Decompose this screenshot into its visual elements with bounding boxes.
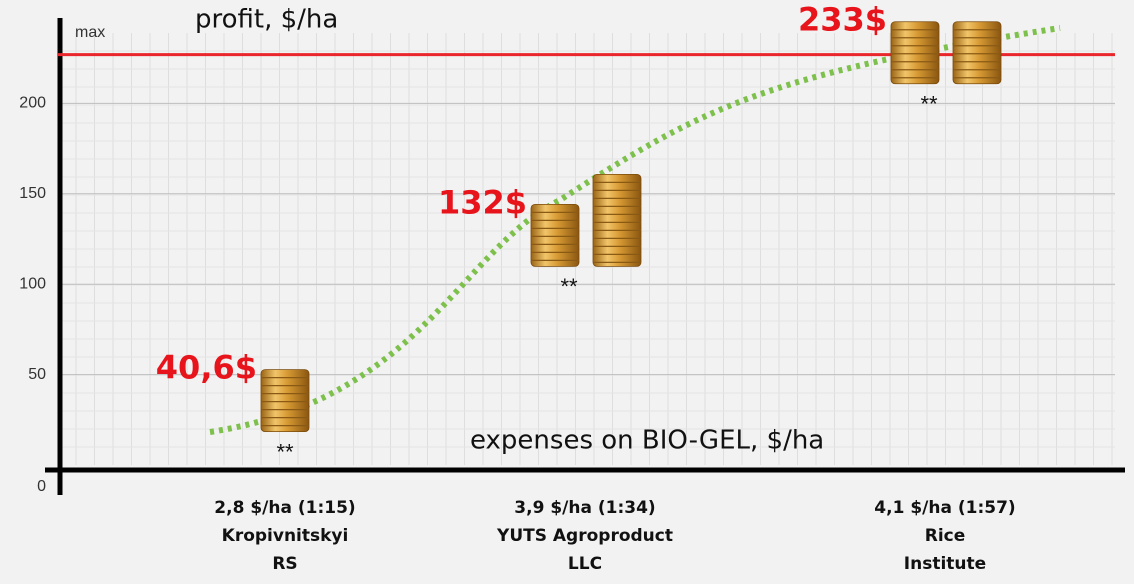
x-tick-label: YUTS Agroproduct bbox=[496, 526, 673, 546]
value-label: 40,6$ bbox=[156, 349, 257, 387]
coin-mark bbox=[261, 370, 309, 432]
x-tick-label: 4,1 $/ha (1:57) bbox=[874, 498, 1015, 518]
coin-stack bbox=[531, 204, 579, 266]
chart: profit, $/ha expenses on BIO-GEL, $/ha 0… bbox=[0, 0, 1134, 584]
note: ** bbox=[920, 92, 938, 117]
x-tick-label: LLC bbox=[568, 554, 602, 574]
coin-mark bbox=[531, 174, 641, 266]
coin-stack bbox=[953, 22, 1001, 84]
page: body { margin: 0; width: 1134px; height:… bbox=[0, 0, 1134, 584]
note: ** bbox=[276, 439, 294, 464]
note: ** bbox=[560, 274, 578, 299]
x-tick-label: Institute bbox=[904, 554, 986, 574]
y-tick-label: 200 bbox=[19, 95, 46, 112]
x-axis-title: expenses on BIO-GEL, $/ha bbox=[470, 426, 824, 456]
coin-stack bbox=[593, 174, 641, 266]
y-tick-label: 50 bbox=[28, 366, 46, 383]
y-tick-label: 0 bbox=[37, 478, 46, 495]
y-axis-title: profit, $/ha bbox=[195, 5, 338, 35]
x-tick-label: 3,9 $/ha (1:34) bbox=[514, 498, 655, 518]
coin-stack bbox=[891, 22, 939, 84]
coin-stack bbox=[261, 370, 309, 432]
x-tick-label: Kropivnitskyi bbox=[222, 526, 349, 546]
grid bbox=[58, 33, 1115, 465]
max-label: max bbox=[75, 24, 105, 41]
value-label: 233$ bbox=[798, 1, 887, 39]
x-tick-label: Rice bbox=[925, 526, 966, 546]
y-tick-label: 150 bbox=[19, 185, 46, 202]
body: {"chart_data": {"type": "coins", "y_labe… bbox=[0, 0, 1134, 584]
value-label: 132$ bbox=[438, 183, 527, 221]
x-tick-label: RS bbox=[272, 554, 297, 574]
y-tick-label: 100 bbox=[19, 275, 46, 292]
x-tick-label: 2,8 $/ha (1:15) bbox=[214, 498, 355, 518]
